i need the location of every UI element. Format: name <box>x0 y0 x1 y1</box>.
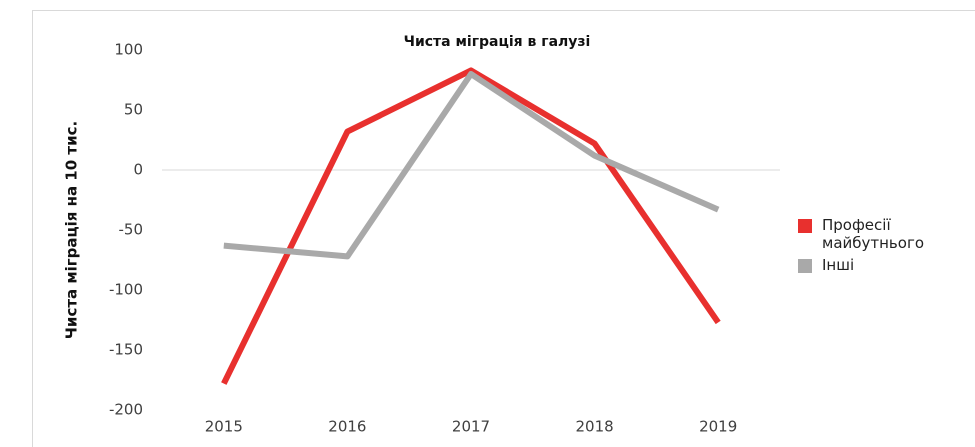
y-axis-label: Чиста міграція на 10 тис. <box>63 121 81 339</box>
x-tick-label: 2015 <box>205 418 243 436</box>
line-series <box>223 71 720 260</box>
x-tick-label: 2019 <box>699 418 737 436</box>
legend: Професії майбутнього Інші <box>790 216 970 278</box>
y-tick-label: -50 <box>119 221 144 239</box>
legend-item: Професії майбутнього <box>790 216 970 252</box>
y-tick-label: 50 <box>124 101 143 119</box>
y-tick-label: -200 <box>109 401 143 419</box>
legend-swatch <box>798 219 812 233</box>
x-tick-label: 2018 <box>576 418 614 436</box>
line-series <box>221 67 721 385</box>
legend-label: Професії майбутнього <box>822 216 925 252</box>
legend-swatch <box>798 259 812 273</box>
y-tick-label: -100 <box>109 281 143 299</box>
x-tick-label: 2016 <box>328 418 366 436</box>
chart-title: Чиста міграція в галузі <box>404 34 591 50</box>
y-tick-label: 0 <box>133 161 143 179</box>
x-tick-label: 2017 <box>452 418 490 436</box>
y-tick-label: -150 <box>109 341 143 359</box>
chart-frame <box>32 10 975 447</box>
legend-label: Інші <box>822 256 855 274</box>
legend-item: Інші <box>790 256 970 274</box>
y-tick-label: 100 <box>114 41 143 59</box>
